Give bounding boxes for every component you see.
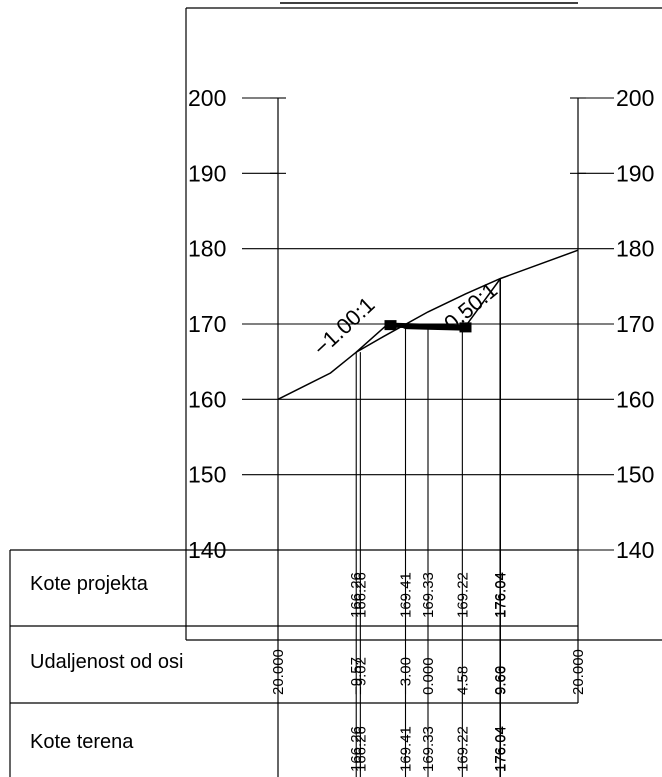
tick-label-right: 200 (616, 85, 654, 111)
tick-label-left: 150 (188, 462, 226, 488)
kote-projekta-value: 166.26 (348, 572, 365, 618)
kote-terena-value: 169.33 (420, 726, 437, 772)
kote-projekta-value: 169.41 (398, 572, 415, 618)
row-label-udaljenost: Udaljenost od osi (30, 651, 183, 673)
profile-table: Kote projekta Udaljenost od osi Kote ter… (9, 278, 587, 777)
tick-label-right: 180 (616, 236, 654, 262)
slope-label-left: −1.00:1 (308, 292, 379, 361)
tick-label-right: 190 (616, 160, 654, 186)
udaljenost-value: −9.57 (348, 657, 365, 695)
pavement-line (390, 322, 466, 330)
kote-terena-value: 166.26 (352, 726, 369, 772)
row-label-kote-terena: Kote terena (30, 731, 134, 753)
tick-label-right: 140 (616, 537, 654, 563)
udaljenost-value: 9.66 (492, 666, 509, 695)
tick-label-right: 170 (616, 311, 654, 337)
udaljenost-value: −9.02 (352, 657, 369, 695)
udaljenost-value: 20.000 (270, 649, 287, 695)
tick-label-left: 170 (188, 311, 226, 337)
kote-terena-value: 176.04 (492, 726, 509, 772)
tick-label-left: 190 (188, 160, 226, 186)
kote-projekta-value: 169.22 (454, 572, 471, 618)
kote-projekta-value: 169.33 (420, 572, 437, 618)
kote-terena-value: 166.26 (348, 726, 365, 772)
udaljenost-value: −3.00 (398, 657, 415, 695)
kote-projekta-value: 176.04 (492, 572, 509, 618)
kote-terena-value: 169.22 (454, 726, 471, 772)
tick-label-right: 160 (616, 386, 654, 412)
kote-projekta-value: 166.26 (352, 572, 369, 618)
tick-label-left: 160 (188, 386, 226, 412)
table-columns: 20.000166.26−9.57166.26166.26−9.02166.26… (270, 278, 587, 777)
kote-terena-value: 169.41 (398, 726, 415, 772)
udaljenost-value: 0.000 (420, 657, 437, 695)
tick-label-left: 200 (188, 85, 226, 111)
pavement-edge-right (459, 322, 472, 333)
udaljenost-value: 4.58 (454, 666, 471, 695)
pavement-edge-left (384, 320, 397, 331)
tick-label-left: 180 (188, 236, 226, 262)
tick-label-right: 150 (616, 462, 654, 488)
row-label-kote-projekta: Kote projekta (30, 573, 149, 595)
udaljenost-value: 20.000 (570, 649, 587, 695)
